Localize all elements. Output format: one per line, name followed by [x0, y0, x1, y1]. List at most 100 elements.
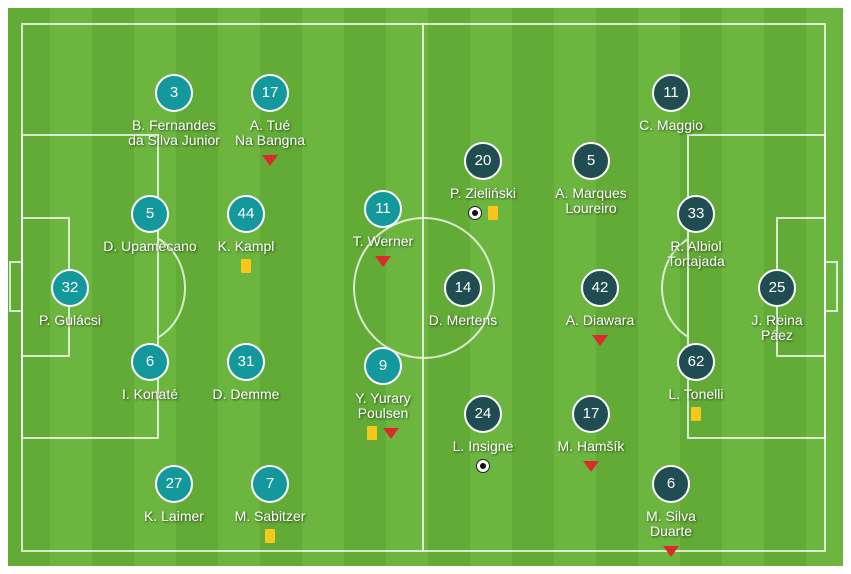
sub-off-icon: [592, 334, 608, 346]
away-player[interactable]: 11 C. Maggio: [591, 74, 751, 133]
event-icons: [190, 528, 350, 544]
player-name: K. Laimer: [94, 509, 254, 524]
home-player[interactable]: 44 K. Kampl: [166, 195, 326, 274]
event-icons: [511, 458, 671, 474]
event-icons: [616, 406, 776, 422]
home-player[interactable]: 27 K. Laimer: [94, 465, 254, 524]
home-player[interactable]: 9 Y. Yurary Poulsen: [303, 347, 463, 441]
shirt-number: 3: [155, 74, 193, 112]
away-player[interactable]: 20 P. Zieliński: [403, 142, 563, 221]
player-name-line: L. Tonelli: [668, 386, 724, 402]
player-name: M. Sabitzer: [190, 509, 350, 524]
away-player[interactable]: 6 M. Silva Duarte: [591, 465, 751, 559]
goal-right: [824, 261, 838, 312]
player-name-line: A. Diawara: [565, 312, 635, 328]
home-player[interactable]: 31 D. Demme: [166, 343, 326, 402]
player-name: Y. Yurary Poulsen: [303, 391, 463, 421]
event-icons: [166, 258, 326, 274]
home-player[interactable]: 5 D. Upamecano: [70, 195, 230, 254]
sub-off-icon: [583, 460, 599, 472]
player-name-line: Poulsen: [357, 405, 409, 421]
shirt-number: 7: [251, 465, 289, 503]
player-name-line: Na Bangna: [234, 132, 306, 148]
player-name-line: B. Fernandes: [131, 117, 217, 133]
player-name-line: T. Werner: [352, 233, 414, 249]
shirt-number: 24: [464, 395, 502, 433]
goal-left: [9, 261, 23, 312]
shirt-number: 6: [131, 343, 169, 381]
goal-icon: [468, 206, 482, 220]
player-name-line: M. Hamšík: [557, 438, 625, 454]
player-name: A. Marques Loureiro: [511, 186, 671, 216]
event-icons: [591, 543, 751, 559]
player-name: L. Insigne: [403, 439, 563, 454]
event-icons: [403, 458, 563, 474]
player-name-line: da Silva Junior: [128, 132, 220, 148]
away-player[interactable]: 24 L. Insigne: [403, 395, 563, 474]
player-name: A. Tué Na Bangna: [190, 118, 350, 148]
away-player[interactable]: 33 R. Albiol Tortajada: [616, 195, 776, 269]
shirt-number: 17: [572, 395, 610, 433]
player-name: I. Konaté: [70, 387, 230, 402]
away-player[interactable]: 17 M. Hamšík: [511, 395, 671, 474]
shirt-number: 20: [464, 142, 502, 180]
player-name: J. Reina Páez: [697, 313, 851, 343]
sub-off-icon: [375, 255, 391, 267]
event-icons: [190, 152, 350, 168]
yellow-card-icon: [488, 206, 498, 220]
player-name: R. Albiol Tortajada: [616, 239, 776, 269]
player-name-line: I. Konaté: [121, 386, 179, 402]
player-name-line: K. Laimer: [144, 508, 204, 524]
home-player[interactable]: 7 M. Sabitzer: [190, 465, 350, 544]
player-name: C. Maggio: [591, 118, 751, 133]
away-player[interactable]: 62 L. Tonelli: [616, 343, 776, 422]
player-name: L. Tonelli: [616, 387, 776, 402]
player-name-line: R. Albiol: [670, 238, 722, 254]
player-name-line: P. Zieliński: [450, 185, 516, 201]
shirt-number: 27: [155, 465, 193, 503]
yellow-card-icon: [241, 259, 251, 273]
away-player[interactable]: 5 A. Marques Loureiro: [511, 142, 671, 216]
away-player[interactable]: 25 J. Reina Páez: [697, 269, 851, 343]
shirt-number: 6: [652, 465, 690, 503]
shirt-number: 14: [444, 269, 482, 307]
shirt-number: 17: [251, 74, 289, 112]
player-name-line: K. Kampl: [217, 238, 275, 254]
player-name-line: A. Tué: [249, 117, 291, 133]
sub-off-icon: [663, 545, 679, 557]
player-name-line: Tortajada: [667, 253, 725, 269]
event-icons: [520, 332, 680, 348]
shirt-number: 11: [364, 190, 402, 228]
shirt-number: 11: [652, 74, 690, 112]
yellow-card-icon: [367, 426, 377, 440]
player-name: K. Kampl: [166, 239, 326, 254]
home-player[interactable]: 6 I. Konaté: [70, 343, 230, 402]
player-name: A. Diawara: [520, 313, 680, 328]
player-name: M. Hamšík: [511, 439, 671, 454]
away-player[interactable]: 42 A. Diawara: [520, 269, 680, 348]
player-name-line: P. Gulácsi: [39, 312, 101, 328]
home-player[interactable]: 3 B. Fernandes da Silva Junior: [94, 74, 254, 148]
event-icons: [303, 253, 463, 269]
home-player[interactable]: 11 T. Werner: [303, 190, 463, 269]
player-name-line: M. Sabitzer: [234, 508, 306, 524]
player-name-line: Duarte: [649, 523, 693, 539]
event-icons: [403, 205, 563, 221]
event-icons: [303, 425, 463, 441]
shirt-number: 31: [227, 343, 265, 381]
shirt-number: 5: [572, 142, 610, 180]
player-name-line: Loureiro: [565, 200, 617, 216]
player-name: T. Werner: [303, 234, 463, 249]
player-name-line: A. Marques: [555, 185, 627, 201]
player-name: B. Fernandes da Silva Junior: [94, 118, 254, 148]
shirt-number: 44: [227, 195, 265, 233]
yellow-card-icon: [265, 529, 275, 543]
player-name: M. Silva Duarte: [591, 509, 751, 539]
home-player[interactable]: 32 P. Gulácsi: [0, 269, 150, 328]
shirt-number: 5: [131, 195, 169, 233]
away-player[interactable]: 14 D. Mertens: [383, 269, 543, 328]
home-player[interactable]: 17 A. Tué Na Bangna: [190, 74, 350, 168]
player-name-line: C. Maggio: [639, 117, 703, 133]
yellow-card-icon: [691, 407, 701, 421]
player-name: D. Upamecano: [70, 239, 230, 254]
